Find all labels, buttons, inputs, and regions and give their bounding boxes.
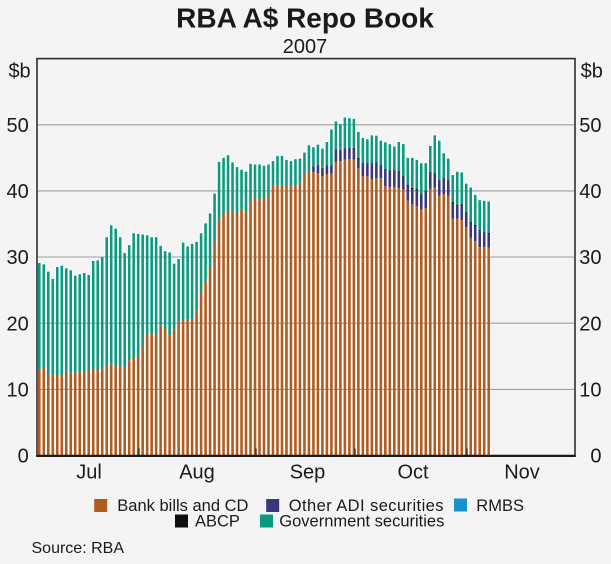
svg-text:Bank bills and CD: Bank bills and CD bbox=[117, 497, 248, 515]
svg-text:ABCP: ABCP bbox=[195, 513, 240, 531]
svg-text:20: 20 bbox=[7, 313, 29, 335]
svg-text:0: 0 bbox=[18, 446, 29, 468]
svg-text:$b: $b bbox=[8, 61, 30, 83]
svg-text:40: 40 bbox=[579, 181, 601, 203]
svg-text:Other ADI securities: Other ADI securities bbox=[289, 497, 444, 515]
svg-text:30: 30 bbox=[7, 247, 29, 269]
svg-text:Nov: Nov bbox=[504, 462, 540, 484]
svg-text:10: 10 bbox=[7, 380, 29, 402]
svg-text:RBA A$ Repo Book: RBA A$ Repo Book bbox=[176, 3, 434, 34]
svg-text:Jul: Jul bbox=[76, 462, 102, 484]
svg-text:Aug: Aug bbox=[179, 462, 215, 484]
svg-text:$b: $b bbox=[581, 61, 603, 83]
svg-text:30: 30 bbox=[579, 247, 601, 269]
svg-text:Sep: Sep bbox=[290, 462, 326, 484]
svg-text:50: 50 bbox=[7, 115, 29, 137]
svg-text:0: 0 bbox=[590, 446, 601, 468]
svg-text:50: 50 bbox=[579, 115, 601, 137]
svg-text:Source: RBA: Source: RBA bbox=[32, 540, 125, 557]
svg-text:10: 10 bbox=[579, 380, 601, 402]
svg-text:RMBS: RMBS bbox=[476, 497, 524, 515]
svg-text:20: 20 bbox=[579, 313, 601, 335]
svg-text:2007: 2007 bbox=[283, 36, 328, 58]
svg-text:Government securities: Government securities bbox=[279, 513, 444, 531]
svg-text:Oct: Oct bbox=[397, 462, 429, 484]
svg-text:40: 40 bbox=[7, 181, 29, 203]
